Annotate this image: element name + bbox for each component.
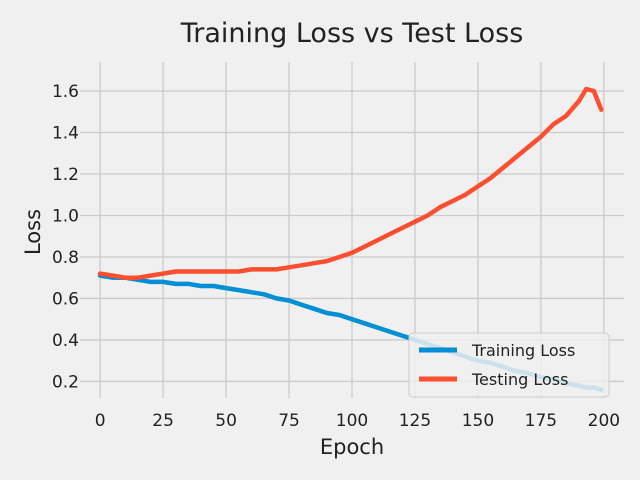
training-loss-point (363, 322, 366, 325)
legend: Training Loss Testing Loss (408, 332, 610, 398)
y-tick-label: 0.6 (52, 289, 79, 309)
training-loss-point (287, 299, 291, 302)
x-tick-label: 125 (399, 411, 431, 431)
training-loss-point (325, 311, 329, 315)
y-tick-label: 1.2 (52, 165, 79, 185)
x-tick-label: 75 (278, 411, 300, 431)
training-loss-point (300, 303, 303, 306)
y-tick-label: 1.4 (52, 124, 79, 144)
testing-loss-point (325, 259, 329, 263)
testing-loss-point (149, 274, 152, 277)
testing-loss-line (97, 86, 604, 280)
testing-loss-point (375, 239, 379, 242)
legend-label-training: Training Loss (471, 341, 575, 360)
testing-loss-point (585, 87, 588, 91)
testing-loss-point (388, 232, 391, 236)
training-loss-point (161, 280, 165, 284)
testing-loss-point (577, 100, 580, 103)
testing-loss-point (287, 266, 291, 269)
testing-loss-point (313, 261, 316, 265)
testing-loss-point (300, 264, 303, 267)
testing-loss-point (187, 270, 190, 273)
x-tick-label: 150 (462, 411, 494, 431)
training-loss-point (275, 297, 278, 300)
legend-label-testing: Testing Loss (471, 370, 568, 389)
training-loss-point (350, 317, 354, 321)
testing-loss-point (161, 272, 165, 275)
testing-loss-point (600, 108, 603, 111)
training-loss-point (199, 284, 203, 288)
testing-loss-point (564, 114, 568, 118)
training-loss-point (237, 288, 240, 292)
testing-loss-point (501, 166, 505, 169)
y-tick-label: 0.8 (52, 248, 79, 268)
testing-loss-point (514, 156, 517, 159)
training-loss-point (187, 282, 190, 286)
testing-loss-point (124, 276, 127, 279)
training-loss-point (224, 286, 228, 290)
y-tick-labels: 0.2 0.4 0.6 0.8 1.0 1.2 1.4 1.6 (52, 82, 79, 392)
testing-loss-point (451, 199, 454, 203)
y-tick-label: 0.2 (52, 372, 79, 392)
testing-loss-point (592, 89, 595, 93)
y-tick-label: 1.0 (52, 206, 79, 226)
testing-loss-point (212, 270, 215, 273)
y-axis-label: Loss (21, 209, 45, 255)
testing-loss-point (413, 220, 417, 223)
x-axis-label: Epoch (320, 435, 384, 459)
testing-loss-point (224, 270, 228, 273)
chart-title: Training Loss vs Test Loss (180, 18, 524, 49)
training-loss-point (338, 313, 341, 317)
testing-loss-point (464, 193, 467, 196)
testing-loss-point (438, 205, 442, 209)
training-loss-point (174, 282, 177, 286)
testing-loss-point (476, 185, 480, 188)
training-loss-point (375, 326, 379, 329)
x-tick-label: 25 (152, 411, 174, 431)
training-loss-point (149, 280, 152, 284)
training-loss-point (388, 330, 391, 333)
training-loss-point (313, 307, 316, 311)
training-loss-point (250, 291, 253, 294)
x-tick-label: 100 (336, 411, 368, 431)
testing-loss-point (275, 268, 278, 271)
testing-loss-point (401, 226, 404, 230)
testing-loss-point (111, 274, 114, 277)
training-loss-point (262, 293, 266, 296)
testing-loss-point (552, 123, 555, 126)
testing-loss-point (98, 272, 102, 275)
testing-loss-point (527, 145, 530, 149)
testing-loss-point (426, 214, 429, 217)
training-loss-point (212, 284, 215, 288)
testing-loss-point (250, 268, 253, 271)
testing-loss-point (489, 176, 492, 180)
testing-loss-point (262, 268, 266, 271)
testing-loss-point (237, 270, 240, 273)
testing-loss-point (350, 251, 354, 255)
x-tick-label: 50 (215, 411, 237, 431)
x-tick-labels: 0 25 50 75 100 125 150 175 200 (95, 411, 620, 431)
y-tick-label: 0.4 (52, 331, 79, 351)
x-tick-label: 200 (588, 411, 620, 431)
testing-loss-point (199, 270, 203, 273)
x-tick-label: 175 (525, 411, 557, 431)
testing-loss-point (136, 276, 140, 279)
testing-loss-point (363, 245, 366, 248)
legend-box (408, 332, 610, 398)
testing-loss-point (174, 270, 177, 273)
testing-loss-point (338, 255, 341, 259)
testing-loss-point (539, 135, 543, 138)
grid-lines (80, 62, 624, 398)
y-tick-label: 1.6 (52, 82, 79, 102)
x-tick-label: 0 (95, 411, 106, 431)
training-loss-point (401, 334, 404, 337)
